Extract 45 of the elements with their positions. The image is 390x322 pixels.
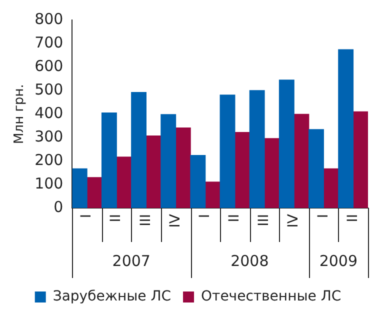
bar bbox=[204, 182, 220, 208]
bar bbox=[116, 156, 132, 208]
bar bbox=[264, 138, 280, 208]
bar bbox=[352, 111, 368, 208]
bar bbox=[160, 114, 176, 208]
bar bbox=[249, 90, 265, 208]
text: 2007 bbox=[112, 252, 150, 270]
bar bbox=[278, 80, 294, 208]
x-tick-label: II bbox=[108, 214, 124, 222]
y-tick-label: 500 bbox=[34, 80, 64, 98]
y-tick-label: 300 bbox=[34, 127, 64, 146]
y-tick-label: 200 bbox=[34, 150, 64, 169]
legend-label: Зарубежные ЛС bbox=[52, 288, 172, 305]
x-tick-label: IV bbox=[167, 214, 184, 228]
x-tick-label: I bbox=[315, 214, 332, 218]
y-tick-label: 0 bbox=[54, 198, 64, 216]
y-tick-label: 800 bbox=[34, 10, 64, 28]
text: 2009 bbox=[319, 252, 358, 270]
text: 2008 bbox=[230, 252, 269, 270]
x-tick-label: II bbox=[226, 214, 243, 222]
bar bbox=[101, 112, 117, 208]
bar bbox=[234, 132, 250, 208]
x-tick-label: II bbox=[344, 214, 361, 222]
bar bbox=[146, 136, 162, 208]
y-tick-label: 700 bbox=[34, 33, 64, 52]
y-tick-label: 600 bbox=[34, 56, 64, 75]
bar bbox=[86, 177, 102, 208]
bar bbox=[323, 168, 339, 208]
legend-label: Отечественные ЛС bbox=[201, 288, 342, 305]
y-tick-label: 100 bbox=[34, 174, 64, 192]
x-tick-label: III bbox=[256, 214, 272, 226]
x-tick-label: III bbox=[138, 214, 154, 226]
bar bbox=[220, 94, 236, 208]
x-tick-label: IV bbox=[286, 214, 302, 228]
bar bbox=[131, 92, 147, 208]
y-axis-title: Млн грн. bbox=[12, 84, 28, 144]
x-tick-label: I bbox=[196, 214, 213, 218]
bar bbox=[175, 128, 191, 208]
bar bbox=[308, 129, 324, 208]
x-tick-label: I bbox=[78, 214, 95, 218]
bar bbox=[294, 114, 310, 208]
bar bbox=[72, 168, 88, 208]
bar bbox=[338, 49, 354, 208]
y-tick-label: 400 bbox=[34, 104, 64, 122]
bar bbox=[190, 155, 206, 208]
